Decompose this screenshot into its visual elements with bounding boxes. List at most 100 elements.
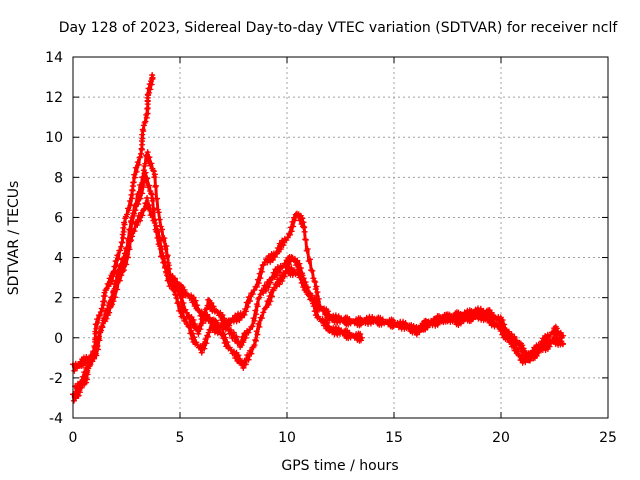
data-point (138, 150, 145, 157)
data-point (137, 217, 144, 224)
data-point (133, 168, 140, 175)
data-point (210, 303, 217, 310)
data-point (126, 246, 133, 253)
data-point (155, 209, 162, 216)
data-point (169, 277, 176, 284)
data-point (131, 174, 138, 181)
data-point (253, 283, 260, 290)
data-point (290, 214, 297, 221)
data-point (144, 110, 151, 117)
data-point (250, 315, 257, 322)
data-point (307, 296, 314, 303)
data-point (86, 362, 93, 369)
data-point (115, 255, 122, 262)
data-point (252, 337, 259, 344)
data-point (245, 294, 252, 301)
data-point (304, 291, 311, 298)
data-point (276, 240, 283, 247)
data-point (523, 352, 530, 359)
data-point (171, 284, 178, 291)
data-point (312, 279, 319, 286)
data-point (204, 333, 211, 340)
data-point (158, 243, 165, 250)
data-point (131, 228, 138, 235)
series-arc-1 (71, 73, 154, 403)
data-point (251, 317, 258, 324)
y-tick-label: 6 (54, 210, 63, 226)
data-point (119, 239, 126, 246)
data-point (214, 308, 221, 315)
data-point (96, 312, 103, 319)
data-point (155, 228, 162, 235)
data-point (96, 337, 103, 344)
data-point (148, 81, 155, 88)
data-point (94, 316, 101, 323)
data-point (229, 335, 236, 342)
data-point (269, 257, 276, 264)
data-point (233, 318, 240, 325)
data-point (363, 314, 370, 321)
data-point (297, 264, 304, 271)
data-point (98, 327, 105, 334)
data-point (151, 171, 158, 178)
data-point (203, 340, 210, 347)
y-tick-label: 4 (54, 251, 63, 267)
data-point (135, 161, 142, 168)
data-point (271, 253, 278, 260)
data-point (222, 334, 229, 341)
data-point (157, 223, 164, 230)
data-point (315, 295, 322, 302)
data-point (111, 268, 118, 275)
data-point (124, 250, 131, 257)
data-point (492, 319, 499, 326)
data-point (106, 309, 113, 316)
data-point (302, 285, 309, 292)
series-arc-5-markers (412, 309, 567, 366)
data-point (178, 313, 185, 320)
data-point (143, 179, 150, 186)
data-point (304, 245, 311, 252)
data-point (143, 114, 150, 121)
data-point (378, 321, 385, 328)
data-point (154, 229, 161, 236)
data-point (256, 294, 263, 301)
data-point (275, 276, 282, 283)
data-point (357, 331, 364, 338)
data-point (490, 316, 497, 323)
data-point (160, 253, 167, 260)
data-point (281, 273, 288, 280)
data-point (290, 223, 297, 230)
data-point (139, 190, 146, 197)
data-point (145, 205, 152, 212)
data-point (358, 334, 365, 341)
data-point (553, 325, 560, 332)
x-tick-label: 10 (278, 430, 296, 446)
data-point (286, 231, 293, 238)
data-point (235, 352, 242, 359)
data-point (148, 191, 155, 198)
data-point (175, 299, 182, 306)
data-point (114, 252, 121, 259)
data-point (190, 294, 197, 301)
data-point (135, 201, 142, 208)
data-point (111, 289, 118, 296)
data-point (499, 316, 506, 323)
data-point (219, 311, 226, 318)
data-point (313, 283, 320, 290)
data-point (279, 277, 286, 284)
data-point (302, 236, 309, 243)
data-point (156, 237, 163, 244)
data-point (189, 299, 196, 306)
data-point (103, 315, 110, 322)
y-tick-label: 12 (45, 90, 63, 106)
data-point (143, 152, 150, 159)
data-point (128, 195, 135, 202)
data-point (262, 287, 269, 294)
data-point (291, 267, 298, 274)
data-point (265, 301, 272, 308)
x-axis-label: GPS time / hours (281, 458, 398, 474)
data-point (144, 175, 151, 182)
data-point (139, 212, 146, 219)
data-point (139, 135, 146, 142)
data-point (73, 388, 80, 395)
